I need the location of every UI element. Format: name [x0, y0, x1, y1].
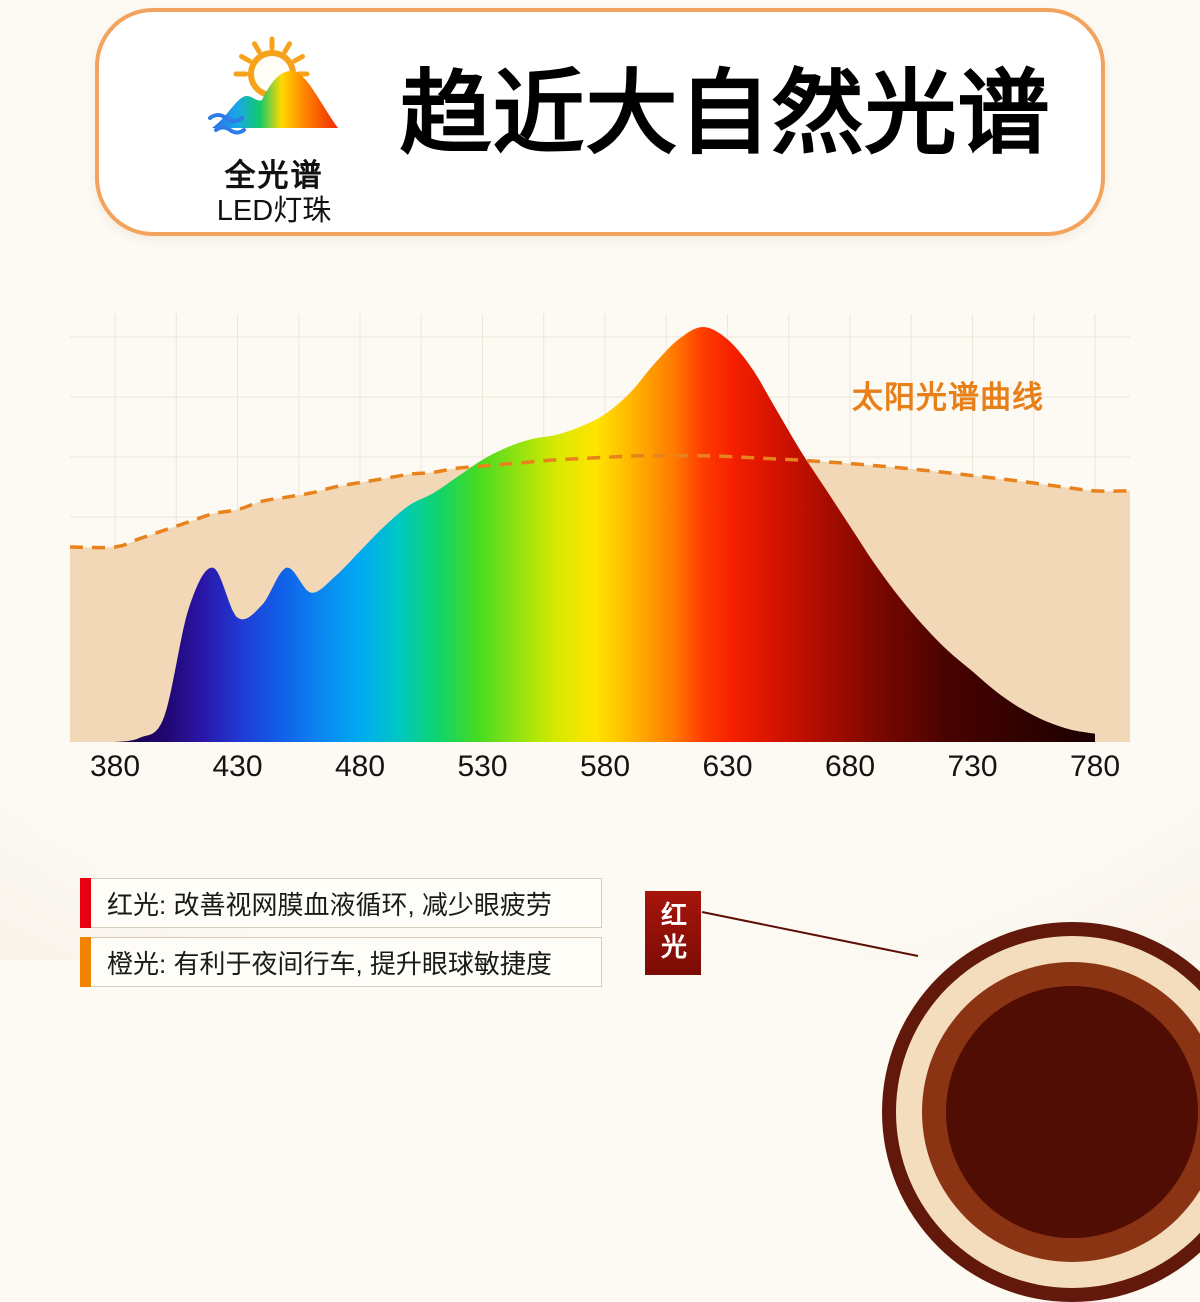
x-axis-tick: 580: [579, 750, 631, 783]
logo-subtitle: LED灯珠: [216, 195, 332, 227]
logo-title: 全光谱: [224, 158, 324, 193]
benefit-body: 橙光: 有利于夜间行车, 提升眼球敏捷度: [91, 937, 602, 987]
benefit-card-red: 红光: 改善视网膜血液循环, 减少眼疲劳: [80, 878, 602, 928]
led-spectrum-area: [115, 327, 1095, 742]
x-axis-tick: 530: [457, 750, 508, 783]
red-light-tag: 红光: [645, 891, 701, 975]
header-card: 全光谱 LED灯珠 趋近大自然光谱: [95, 8, 1105, 236]
benefit-body: 红光: 改善视网膜血液循环, 减少眼疲劳: [91, 878, 602, 928]
orange-accent-bar: [80, 937, 91, 987]
rainbow-mountain-icon: [212, 71, 338, 128]
eye-inner-layer: [946, 986, 1198, 1238]
red-accent-bar: [80, 878, 91, 928]
x-axis-tick: 430: [212, 750, 263, 783]
x-axis-tick: 680: [824, 750, 876, 783]
x-axis-tick: 780: [1069, 750, 1121, 783]
x-axis-tick: 380: [89, 750, 141, 783]
benefit-card-orange: 橙光: 有利于夜间行车, 提升眼球敏捷度: [80, 937, 602, 987]
spectrum-chart: [69, 314, 1131, 742]
connector-line: [701, 911, 919, 957]
sun-curve-label: 太阳光谱曲线: [852, 380, 1044, 415]
page-title: 趋近大自然光谱: [399, 63, 1051, 165]
benefit-text: 红光: 改善视网膜血液循环, 减少眼疲劳: [107, 889, 552, 920]
x-axis-tick: 480: [334, 750, 386, 783]
sun-spectrum-dashed-curve: [69, 453, 1131, 550]
x-axis-tick: 730: [947, 750, 998, 783]
eye-diagram: [882, 922, 1200, 1302]
sun-rays-icon: [233, 36, 310, 77]
x-axis-tick: 630: [702, 750, 753, 783]
benefit-text: 橙光: 有利于夜间行车, 提升眼球敏捷度: [107, 948, 552, 979]
water-waves-icon: [208, 113, 246, 135]
sun-spectrum-mountain-icon: [208, 36, 338, 135]
